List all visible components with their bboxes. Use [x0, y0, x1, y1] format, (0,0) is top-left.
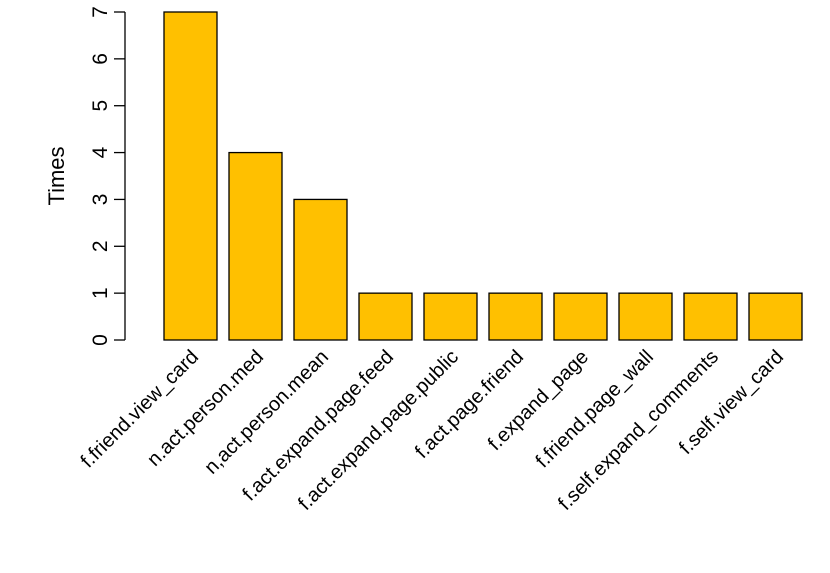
bar [228, 151, 283, 341]
bar [163, 11, 218, 341]
y-tick-label: 6 [89, 53, 112, 65]
y-axis: 0 1 2 3 4 5 6 7 [89, 6, 126, 346]
x-tick-label: n,act.person.mean [200, 346, 333, 479]
y-tick-label: 1 [89, 287, 112, 299]
bar [683, 292, 738, 341]
x-tick-label: n.act.person.med [143, 346, 268, 471]
x-axis-labels: f.friend.view_cardn.act.person.medn,act.… [77, 346, 788, 515]
bar [423, 292, 478, 341]
y-tick-label: 7 [89, 6, 112, 18]
y-tick-label: 0 [89, 334, 112, 346]
x-tick-label: f.friend.view_card [77, 346, 203, 472]
bar [488, 292, 543, 341]
bar [553, 292, 608, 341]
y-tick-label: 5 [89, 100, 112, 112]
y-tick-label: 3 [89, 194, 112, 206]
bar [358, 292, 413, 341]
y-axis-title: Times [44, 146, 69, 205]
y-tick-label: 2 [89, 240, 112, 252]
y-tick-label: 4 [89, 146, 112, 158]
x-tick-label: f.friend.page_wall [532, 346, 658, 472]
bar [618, 292, 673, 341]
bar [748, 292, 803, 341]
bar [293, 198, 348, 341]
bars [163, 11, 803, 341]
